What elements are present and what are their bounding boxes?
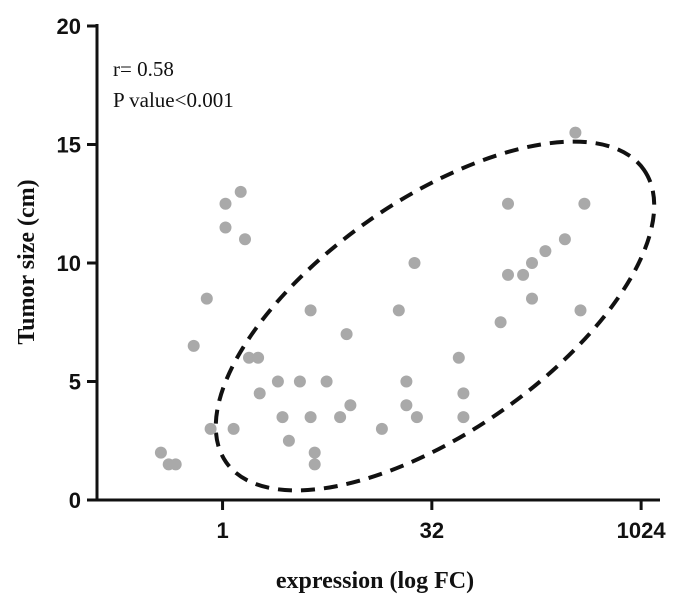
x-tick-label-1: 1 bbox=[216, 518, 228, 543]
y-tick-label-0: 0 bbox=[69, 488, 81, 513]
data-point-0 bbox=[154, 446, 167, 459]
data-point-14 bbox=[271, 375, 284, 388]
data-point-29 bbox=[400, 399, 413, 412]
data-point-12 bbox=[252, 351, 265, 364]
data-point-36 bbox=[502, 197, 514, 210]
y-tick-label-5: 5 bbox=[69, 370, 81, 395]
data-point-34 bbox=[457, 411, 470, 424]
data-point-6 bbox=[219, 197, 232, 210]
data-point-24 bbox=[340, 328, 353, 341]
data-point-8 bbox=[227, 422, 240, 435]
y-tick-label-20: 20 bbox=[57, 14, 81, 39]
data-point-18 bbox=[304, 304, 317, 317]
x-tick-label-32: 32 bbox=[420, 518, 444, 543]
data-point-23 bbox=[334, 411, 347, 424]
x-axis-title: expression (log FC) bbox=[276, 568, 474, 594]
y-tick-label-15: 15 bbox=[57, 133, 81, 158]
y-axis-title: Tumor size (cm) bbox=[14, 179, 40, 344]
data-point-42 bbox=[558, 233, 571, 246]
data-point-35 bbox=[494, 316, 507, 329]
dashed-ellipse bbox=[213, 139, 657, 493]
data-point-31 bbox=[410, 411, 423, 424]
correlation-annotation: r= 0.58 bbox=[113, 57, 174, 81]
data-point-40 bbox=[526, 292, 538, 305]
data-point-33 bbox=[457, 387, 470, 400]
data-point-44 bbox=[574, 304, 587, 317]
data-point-43 bbox=[569, 126, 582, 139]
x-tick-label-1024: 1024 bbox=[617, 518, 667, 543]
data-point-39 bbox=[526, 257, 538, 269]
data-point-3 bbox=[187, 339, 200, 352]
p-value-annotation: P value<0.001 bbox=[113, 88, 234, 112]
data-point-37 bbox=[502, 268, 514, 281]
data-point-20 bbox=[308, 446, 321, 459]
data-point-13 bbox=[253, 387, 266, 400]
data-point-32 bbox=[452, 351, 465, 364]
data-point-7 bbox=[219, 221, 232, 234]
data-point-2 bbox=[169, 458, 182, 471]
data-point-16 bbox=[282, 434, 295, 447]
data-point-30 bbox=[408, 257, 421, 269]
data-point-11 bbox=[243, 351, 255, 364]
data-point-26 bbox=[375, 422, 388, 435]
axes: 0 5 10 15 20 1 32 1024 bbox=[57, 14, 667, 543]
data-point-38 bbox=[517, 268, 530, 281]
data-point-25 bbox=[344, 399, 357, 412]
data-point-5 bbox=[204, 422, 217, 435]
y-tick-label-10: 10 bbox=[57, 251, 81, 276]
data-point-28 bbox=[400, 375, 413, 388]
data-point-22 bbox=[320, 375, 333, 388]
data-points bbox=[154, 126, 591, 471]
data-point-21 bbox=[308, 458, 321, 471]
data-point-10 bbox=[239, 233, 251, 246]
data-point-15 bbox=[276, 411, 289, 424]
data-point-17 bbox=[293, 375, 306, 388]
data-point-9 bbox=[234, 185, 247, 198]
data-point-41 bbox=[539, 245, 552, 258]
data-point-27 bbox=[392, 304, 405, 317]
data-point-4 bbox=[200, 292, 213, 305]
data-point-45 bbox=[578, 197, 591, 210]
data-point-19 bbox=[304, 411, 317, 424]
